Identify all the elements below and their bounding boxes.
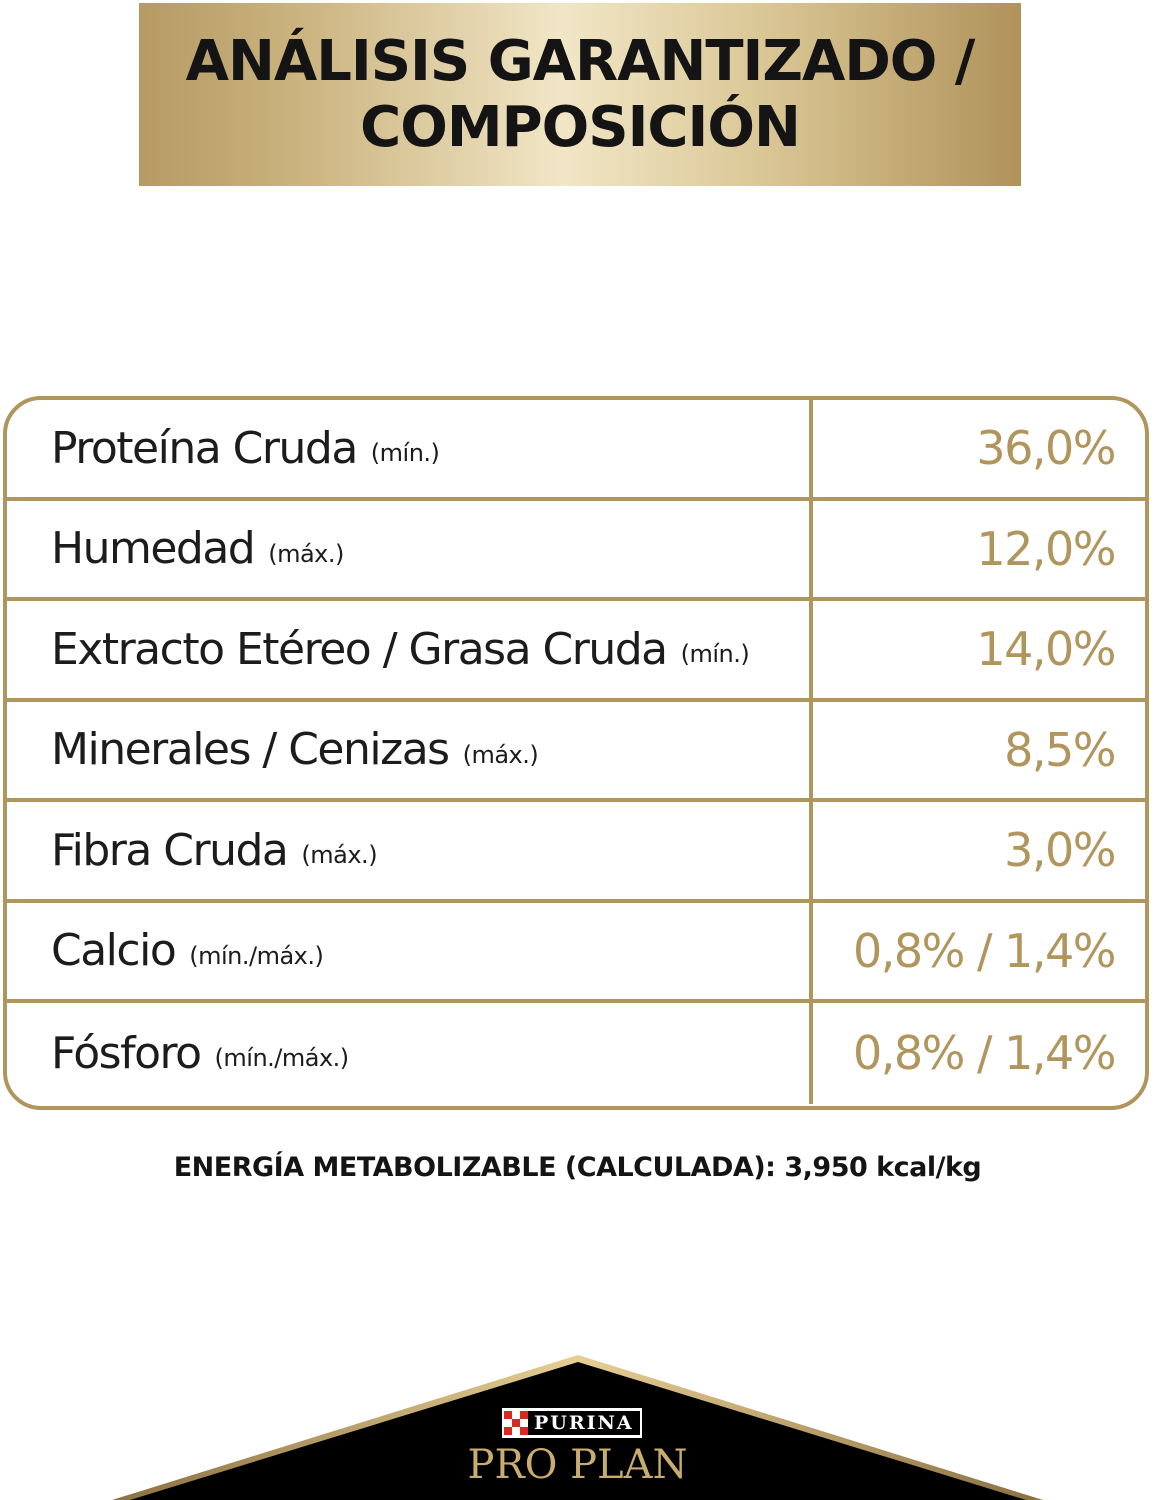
nutrient-qualifier: (mín.) bbox=[680, 640, 750, 669]
nutrient-qualifier: (mín./máx.) bbox=[214, 1044, 350, 1073]
metabolizable-energy-text: ENERGÍA METABOLIZABLE (CALCULADA): 3,950… bbox=[173, 1152, 982, 1183]
table-row: Humedad (máx.) 12,0% bbox=[7, 500, 1145, 601]
nutrient-value: 0,8% / 1,4% bbox=[853, 923, 1116, 978]
purina-logo: PURINA bbox=[502, 1408, 642, 1438]
table-row: Proteína Cruda (mín.) 36,0% bbox=[7, 400, 1145, 501]
table-row: Fibra Cruda (máx.) 3,0% bbox=[7, 802, 1145, 903]
checkerboard-icon bbox=[504, 1411, 528, 1435]
brand-logo: PURINA PRO PLAN bbox=[0, 1350, 1155, 1500]
guaranteed-analysis-table: Proteína Cruda (mín.) 36,0% Humedad (máx… bbox=[3, 396, 1149, 1110]
nutrient-name: Minerales / Cenizas bbox=[51, 724, 450, 776]
nutrient-qualifier: (mín./máx.) bbox=[189, 941, 324, 970]
nutrient-label-cell: Minerales / Cenizas (máx.) bbox=[7, 701, 813, 798]
nutrient-name: Proteína Cruda bbox=[51, 422, 358, 474]
nutrient-label-cell: Proteína Cruda (mín.) bbox=[7, 400, 813, 497]
table-row: Fósforo (mín./máx.) 0,8% / 1,4% bbox=[7, 1003, 1145, 1104]
nutrient-name: Calcio bbox=[51, 925, 177, 977]
table-row: Extracto Etéreo / Grasa Cruda (mín.) 14,… bbox=[7, 601, 1145, 702]
title-line-2: COMPOSICIÓN bbox=[360, 94, 801, 160]
nutrient-qualifier: (máx.) bbox=[301, 841, 378, 870]
nutrient-name: Extracto Etéreo / Grasa Cruda bbox=[51, 623, 668, 675]
nutrient-value: 14,0% bbox=[976, 622, 1116, 677]
title-banner: ANÁLISIS GARANTIZADO / COMPOSICIÓN bbox=[139, 3, 1021, 186]
proplan-wordmark: PRO PLAN bbox=[467, 1442, 688, 1488]
nutrient-qualifier: (máx.) bbox=[268, 539, 344, 568]
table-row: Calcio (mín./máx.) 0,8% / 1,4% bbox=[7, 902, 1145, 1003]
title-line-1: ANÁLISIS GARANTIZADO / bbox=[185, 28, 976, 94]
nutrient-label-cell: Extracto Etéreo / Grasa Cruda (mín.) bbox=[7, 601, 813, 698]
nutrient-name: Humedad bbox=[51, 523, 256, 575]
nutrient-qualifier: (máx.) bbox=[462, 740, 539, 769]
table-row: Minerales / Cenizas (máx.) 8,5% bbox=[7, 701, 1145, 802]
nutrient-label-cell: Fósforo (mín./máx.) bbox=[7, 1003, 813, 1104]
nutrient-name: Fibra Cruda bbox=[51, 824, 289, 876]
nutrient-value: 0,8% / 1,4% bbox=[853, 1026, 1116, 1081]
nutrient-value: 12,0% bbox=[976, 521, 1116, 576]
nutrient-label-cell: Humedad (máx.) bbox=[7, 500, 813, 597]
nutrient-label-cell: Fibra Cruda (máx.) bbox=[7, 802, 813, 899]
nutrient-value: 36,0% bbox=[976, 421, 1116, 476]
nutrient-value: 8,5% bbox=[1004, 722, 1116, 777]
nutrient-name: Fósforo bbox=[51, 1027, 202, 1079]
nutrient-qualifier: (mín.) bbox=[370, 439, 440, 468]
nutrient-value: 3,0% bbox=[1004, 823, 1116, 878]
purina-wordmark: PURINA bbox=[528, 1411, 640, 1435]
nutrient-label-cell: Calcio (mín./máx.) bbox=[7, 902, 813, 999]
